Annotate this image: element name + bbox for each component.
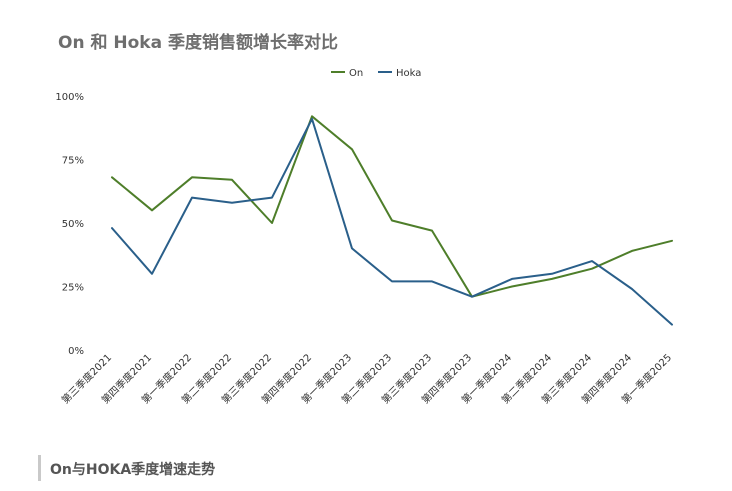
legend-label: Hoka: [396, 68, 421, 79]
series-line-hoka: [111, 117, 673, 326]
legend-label: On: [349, 68, 363, 79]
y-tick-label: 75%: [62, 156, 84, 167]
x-axis: 第三季度2021第四季度2021第一季度2022第二季度2022第三季度2022…: [59, 351, 674, 406]
series-group: [111, 115, 673, 326]
y-axis: 0% 25% 50% 75% 100%: [55, 92, 84, 357]
figure-caption: On与HOKA季度增速走势: [50, 462, 216, 478]
y-tick-label: 100%: [55, 92, 84, 103]
chart-title: On 和 Hoka 季度销售额增长率对比: [58, 33, 338, 53]
y-tick-label: 25%: [62, 283, 84, 294]
y-tick-label: 50%: [62, 219, 84, 230]
y-tick-label: 0%: [68, 346, 84, 357]
series-line-on: [111, 115, 673, 298]
caption-accent-bar: [38, 455, 41, 481]
legend: On Hoka: [331, 68, 421, 79]
